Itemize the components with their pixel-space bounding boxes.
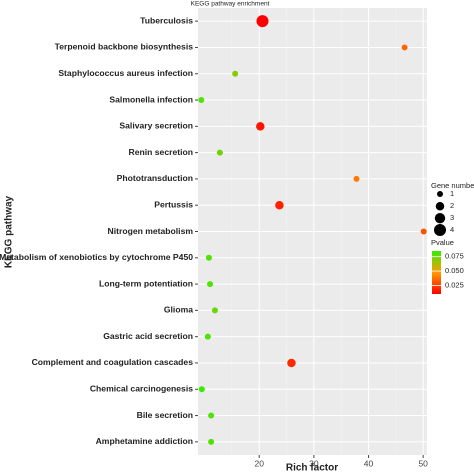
y-tick-label: Chemical carcinogenesis <box>90 384 193 394</box>
colorbar-label: 0.075 <box>445 252 464 261</box>
legend-label: 1 <box>450 189 454 198</box>
x-tick-label: 50 <box>418 458 428 468</box>
legend-label: 3 <box>450 213 454 222</box>
legend-label: 2 <box>450 201 454 210</box>
point <box>205 254 212 261</box>
point <box>204 333 211 340</box>
y-tick-label: Amphetamine addiction <box>96 436 193 446</box>
y-tick-label: Nitrogen metabolism <box>108 226 194 236</box>
chart-title: KEGG pathway enrichment <box>191 1 270 8</box>
y-tick-label: Salivary secretion <box>119 121 193 131</box>
y-axis-title: KEGG pathway <box>4 195 15 268</box>
y-tick-label: Pertussis <box>154 199 193 209</box>
y-tick-label: Renin secretion <box>129 147 193 157</box>
legend-title: Gene number <box>431 181 474 190</box>
legend-title: Pvalue <box>431 238 454 247</box>
point <box>211 307 218 314</box>
y-tick-label: Phototransduction <box>117 173 193 183</box>
point <box>198 97 205 104</box>
colorbar-label: 0.050 <box>445 266 464 275</box>
y-tick-label: Long-term potentiation <box>99 278 193 288</box>
point <box>208 412 215 419</box>
x-tick-label: 30 <box>309 458 319 468</box>
y-tick-label: Bile secretion <box>137 410 193 420</box>
point <box>353 175 360 182</box>
point <box>207 281 214 288</box>
y-tick-label: Glioma <box>164 305 193 315</box>
point <box>420 228 427 235</box>
y-tick-label: Gastric acid secretion <box>103 331 193 341</box>
y-tick-label: Salmonella infection <box>109 94 193 104</box>
y-tick-label: Metabolism of xenobiotics by cytochrome … <box>0 252 193 262</box>
y-tick-label: Tuberculosis <box>140 15 193 25</box>
x-tick-label: 40 <box>364 458 374 468</box>
point <box>208 438 215 445</box>
point <box>275 200 284 210</box>
x-axis-title: Rich factor <box>286 463 338 474</box>
point <box>216 149 223 156</box>
legend-marker <box>434 213 446 224</box>
x-tick-label: 20 <box>254 458 264 468</box>
point <box>287 358 296 368</box>
point <box>198 386 205 393</box>
legend-marker <box>435 202 445 211</box>
y-tick-label: Terpenoid backbone biosynthesis <box>55 42 194 52</box>
legend-marker <box>437 191 443 197</box>
legend-label: 4 <box>450 225 454 234</box>
point <box>256 122 265 131</box>
colorbar-label: 0.025 <box>445 280 464 289</box>
y-tick-label: Complement and coagulation cascades <box>32 357 194 367</box>
point <box>232 70 239 77</box>
legend-marker <box>434 224 446 236</box>
point <box>401 44 408 51</box>
point <box>256 15 269 28</box>
y-tick-label: Staphylococcus aureus infection <box>58 68 193 78</box>
colorbar <box>432 251 441 294</box>
